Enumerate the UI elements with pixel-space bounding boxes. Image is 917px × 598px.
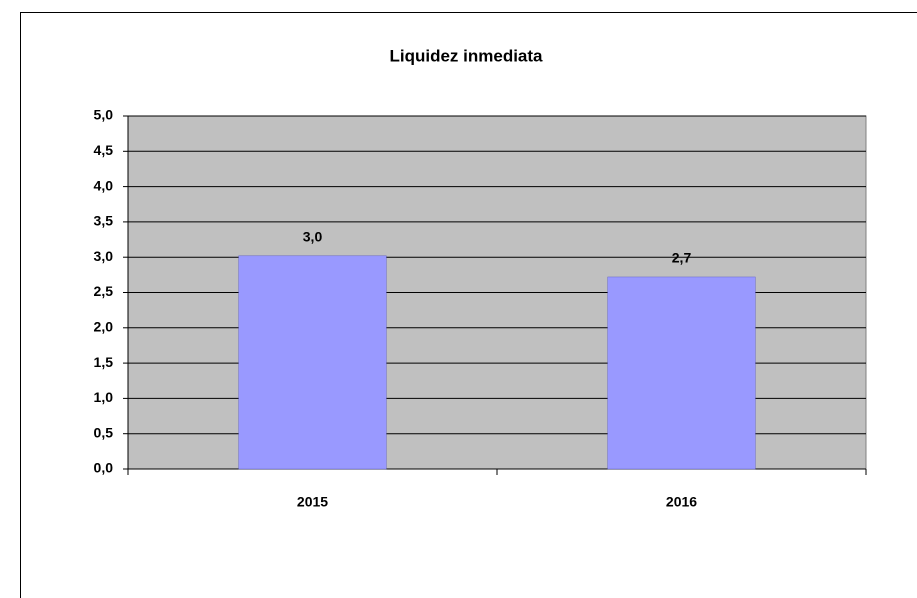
bar [607,276,756,470]
data-label: 2,7 [672,250,692,266]
y-tick-label: 3,0 [94,248,114,264]
data-label: 3,0 [303,228,323,244]
chart-title: Liquidez inmediata [389,46,543,65]
y-tick-label: 2,5 [94,283,114,299]
x-tick-label: 2015 [297,494,328,510]
y-tick-label: 1,0 [94,389,114,405]
x-tick-label: 2016 [666,494,697,510]
bar [238,255,387,470]
y-tick-label: 0,5 [94,424,114,440]
y-tick-label: 2,0 [94,319,114,335]
y-tick-label: 5,0 [94,107,114,123]
y-tick-label: 4,5 [94,142,114,158]
y-tick-label: 0,0 [94,460,114,476]
y-tick-label: 3,5 [94,213,114,229]
y-tick-label: 1,5 [94,354,114,370]
y-tick-label: 4,0 [94,177,114,193]
